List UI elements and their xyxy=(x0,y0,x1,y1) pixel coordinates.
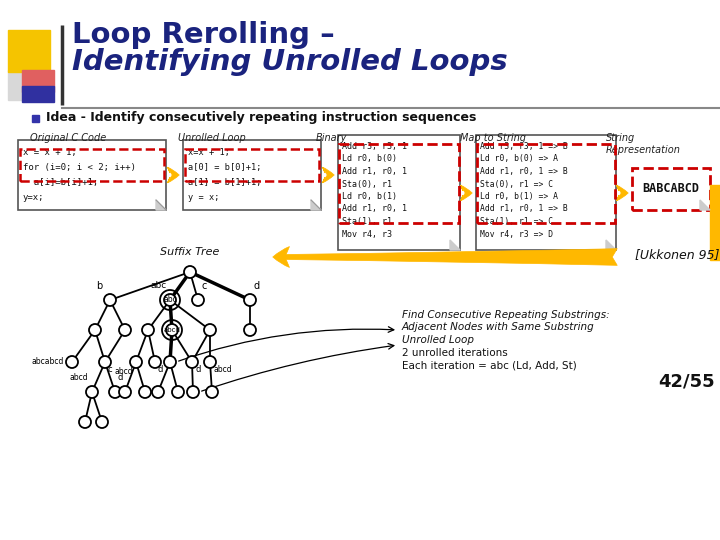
Text: Ld r0, b(0) => A: Ld r0, b(0) => A xyxy=(480,154,558,164)
Circle shape xyxy=(166,324,178,336)
Text: Sta(0), r1: Sta(0), r1 xyxy=(342,179,392,188)
Text: [Ukkonen 95]: [Ukkonen 95] xyxy=(635,248,719,261)
Text: y=x;: y=x; xyxy=(23,193,45,202)
Text: abcd: abcd xyxy=(114,368,133,376)
Text: Map to String: Map to String xyxy=(460,133,526,143)
Circle shape xyxy=(109,386,121,398)
Text: Add r1, r0, 1 => B: Add r1, r0, 1 => B xyxy=(480,167,568,176)
Text: abc: abc xyxy=(150,281,167,291)
Text: Original C Code: Original C Code xyxy=(30,133,107,143)
Circle shape xyxy=(142,324,154,336)
Circle shape xyxy=(164,294,176,306)
Text: Mov r4, r3: Mov r4, r3 xyxy=(342,230,392,239)
Circle shape xyxy=(99,356,111,368)
Circle shape xyxy=(104,294,116,306)
Circle shape xyxy=(186,356,198,368)
Polygon shape xyxy=(156,200,166,210)
Circle shape xyxy=(244,294,256,306)
Text: Add r1, r0, 1: Add r1, r0, 1 xyxy=(342,205,407,213)
Text: b: b xyxy=(96,281,102,291)
FancyBboxPatch shape xyxy=(632,168,710,210)
FancyBboxPatch shape xyxy=(338,135,460,250)
Text: a[i]=b[i]+1;: a[i]=b[i]+1; xyxy=(23,178,98,187)
Bar xyxy=(8,30,50,72)
Text: abcd: abcd xyxy=(69,373,88,381)
Polygon shape xyxy=(450,240,460,250)
Polygon shape xyxy=(606,240,616,250)
Circle shape xyxy=(152,386,164,398)
Circle shape xyxy=(164,356,176,368)
FancyBboxPatch shape xyxy=(18,140,166,210)
Circle shape xyxy=(206,386,218,398)
Text: 42/55: 42/55 xyxy=(658,372,715,390)
Text: Binary: Binary xyxy=(316,133,347,143)
Text: Each iteration = abc (Ld, Add, St): Each iteration = abc (Ld, Add, St) xyxy=(402,361,577,371)
Text: d: d xyxy=(117,373,122,381)
Bar xyxy=(710,185,720,260)
Text: Add r3, r3, 1: Add r3, r3, 1 xyxy=(342,142,407,151)
Circle shape xyxy=(119,324,131,336)
Circle shape xyxy=(86,386,98,398)
Text: Idea - Identify consecutively repeating instruction sequences: Idea - Identify consecutively repeating … xyxy=(46,111,477,125)
Text: x = x + 1;: x = x + 1; xyxy=(23,148,77,157)
Text: Ld r0, b(1): Ld r0, b(1) xyxy=(342,192,397,201)
Text: Identifying Unrolled Loops: Identifying Unrolled Loops xyxy=(72,48,508,76)
Text: c: c xyxy=(201,281,207,291)
Bar xyxy=(32,115,39,122)
Circle shape xyxy=(130,356,142,368)
Bar xyxy=(22,86,54,102)
Text: a[1] = b[1]+1;: a[1] = b[1]+1; xyxy=(188,178,261,187)
Text: abcd: abcd xyxy=(214,366,233,375)
Circle shape xyxy=(149,356,161,368)
Circle shape xyxy=(119,386,131,398)
Circle shape xyxy=(89,324,101,336)
Text: d: d xyxy=(158,366,163,375)
Circle shape xyxy=(192,294,204,306)
Text: abcd: abcd xyxy=(163,327,181,333)
Text: d: d xyxy=(195,366,200,375)
Text: Add r1, r0, 1: Add r1, r0, 1 xyxy=(342,167,407,176)
Text: Add r1, r0, 1 => B: Add r1, r0, 1 => B xyxy=(480,205,568,213)
Circle shape xyxy=(204,356,216,368)
Circle shape xyxy=(66,356,78,368)
Polygon shape xyxy=(311,200,321,210)
Text: x=x + 1;: x=x + 1; xyxy=(188,148,230,157)
Circle shape xyxy=(204,324,216,336)
Circle shape xyxy=(96,416,108,428)
Text: a[0] = b[0]+1;: a[0] = b[0]+1; xyxy=(188,163,261,172)
Circle shape xyxy=(172,386,184,398)
Text: Sta(1), r1 => C: Sta(1), r1 => C xyxy=(480,217,553,226)
Text: BABCABCD: BABCABCD xyxy=(642,183,700,195)
Circle shape xyxy=(244,324,256,336)
Bar xyxy=(22,70,54,92)
Bar xyxy=(8,70,50,100)
Circle shape xyxy=(187,386,199,398)
Text: Sta(0), r1 => C: Sta(0), r1 => C xyxy=(480,179,553,188)
Text: Unrolled Loop: Unrolled Loop xyxy=(402,335,474,345)
Text: Suffix Tree: Suffix Tree xyxy=(161,247,220,257)
Text: abcabcd: abcabcd xyxy=(32,357,64,367)
Text: d: d xyxy=(254,281,260,291)
Text: Add r3, r3, 1 => B: Add r3, r3, 1 => B xyxy=(480,142,568,151)
Text: 2 unrolled iterations: 2 unrolled iterations xyxy=(402,348,508,358)
Text: Unrolled Loop: Unrolled Loop xyxy=(178,133,246,143)
Text: abc: abc xyxy=(163,295,177,305)
Text: Mov r4, r3 => D: Mov r4, r3 => D xyxy=(480,230,553,239)
FancyBboxPatch shape xyxy=(183,140,321,210)
Text: c: c xyxy=(108,366,112,375)
Text: String
Representation: String Representation xyxy=(606,133,681,154)
Text: y = x;: y = x; xyxy=(188,193,220,202)
FancyBboxPatch shape xyxy=(476,135,616,250)
Text: Find Consecutive Repeating Substrings:
Adjacent Nodes with Same Substring: Find Consecutive Repeating Substrings: A… xyxy=(402,310,610,332)
Circle shape xyxy=(184,266,196,278)
Polygon shape xyxy=(700,200,710,210)
Text: Ld r0, b(1) => A: Ld r0, b(1) => A xyxy=(480,192,558,201)
Text: Sta(1), r1: Sta(1), r1 xyxy=(342,217,392,226)
Circle shape xyxy=(79,416,91,428)
Text: Ld r0, b(0): Ld r0, b(0) xyxy=(342,154,397,164)
Circle shape xyxy=(139,386,151,398)
Text: for (i=0; i < 2; i++): for (i=0; i < 2; i++) xyxy=(23,163,136,172)
Text: Loop Rerolling –: Loop Rerolling – xyxy=(72,21,335,49)
